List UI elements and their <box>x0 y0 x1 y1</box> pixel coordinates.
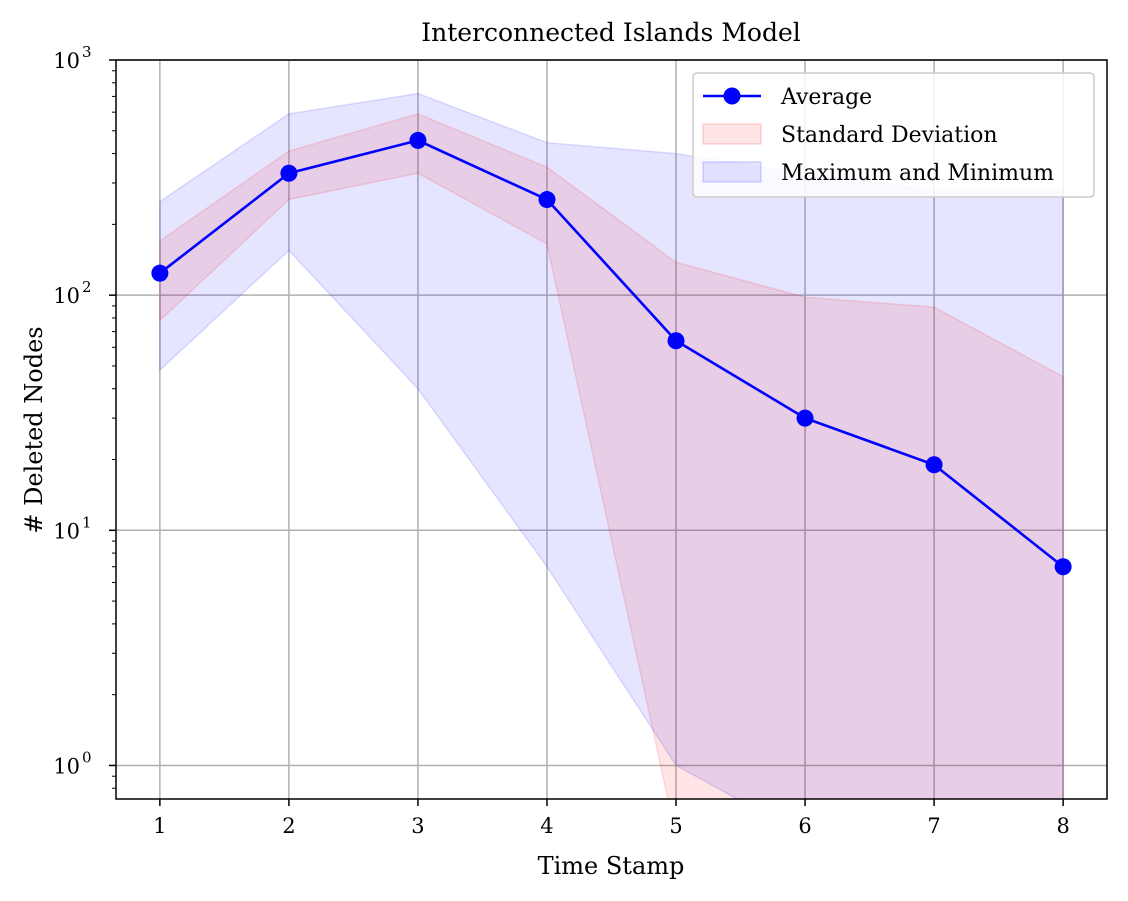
average-point <box>1054 558 1072 576</box>
x-tick-label: 8 <box>1056 814 1069 838</box>
average-point <box>667 332 685 350</box>
x-axis-ticks: 1 2 3 4 5 6 7 8 <box>153 799 1070 838</box>
average-point <box>925 456 943 474</box>
x-tick-label: 7 <box>927 814 940 838</box>
y-axis-label: # Deleted Nodes <box>20 326 48 533</box>
average-point <box>796 409 814 427</box>
x-tick-label: 2 <box>282 814 295 838</box>
legend-label: Average <box>780 85 872 110</box>
x-tick-label: 1 <box>153 814 166 838</box>
legend-marker <box>723 87 741 105</box>
x-tick-label: 5 <box>669 814 682 838</box>
average-point <box>151 264 169 282</box>
average-line <box>159 139 1064 568</box>
y-tick-label: 10 <box>53 49 80 73</box>
average-point <box>538 191 556 209</box>
legend-label: Standard Deviation <box>781 123 998 148</box>
x-tick-label: 3 <box>411 814 424 838</box>
y-tick-exponent: 2 <box>82 278 92 296</box>
y-tick-exponent: 1 <box>82 513 92 531</box>
band-maximum-and-minimum <box>159 92 1064 799</box>
legend-band-swatch <box>702 123 762 145</box>
y-tick-exponent: 0 <box>82 748 92 766</box>
legend-label: Maximum and Minimum <box>781 161 1054 186</box>
y-tick-label: 10 <box>53 519 80 543</box>
y-tick-exponent: 3 <box>82 43 92 61</box>
average-point <box>280 164 298 182</box>
legend-band-swatch <box>702 161 762 183</box>
x-tick-label: 6 <box>798 814 811 838</box>
bands <box>159 92 1064 799</box>
y-tick-label: 10 <box>53 754 80 778</box>
x-tick-label: 4 <box>540 814 553 838</box>
legend-box <box>692 72 1095 198</box>
chart-title: Interconnected Islands Model <box>421 18 801 47</box>
plot-frame <box>115 59 1108 800</box>
series-lines <box>151 131 1072 576</box>
band-standard-deviation <box>159 113 1064 799</box>
x-axis-label: Time Stamp <box>538 852 685 880</box>
legend: Average Standard Deviation Maximum and Min… <box>692 72 1095 198</box>
average-point <box>409 131 427 149</box>
y-tick-label: 10 <box>53 284 80 308</box>
